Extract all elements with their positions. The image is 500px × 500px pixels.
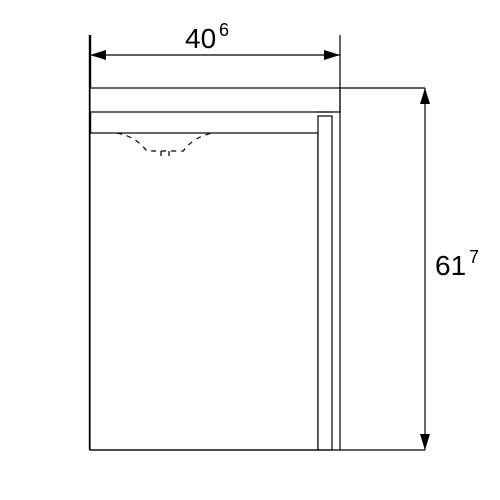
cabinet-body (90, 133, 318, 450)
dim-height-value: 61 (435, 250, 466, 281)
front-panel (318, 116, 332, 450)
dim-height-tolerance: 7 (469, 247, 479, 267)
technical-drawing: 406 617 (0, 0, 500, 500)
dim-width-value: 40 (185, 23, 216, 54)
dim-width-tolerance: 6 (219, 20, 229, 40)
top-slab (90, 88, 340, 112)
